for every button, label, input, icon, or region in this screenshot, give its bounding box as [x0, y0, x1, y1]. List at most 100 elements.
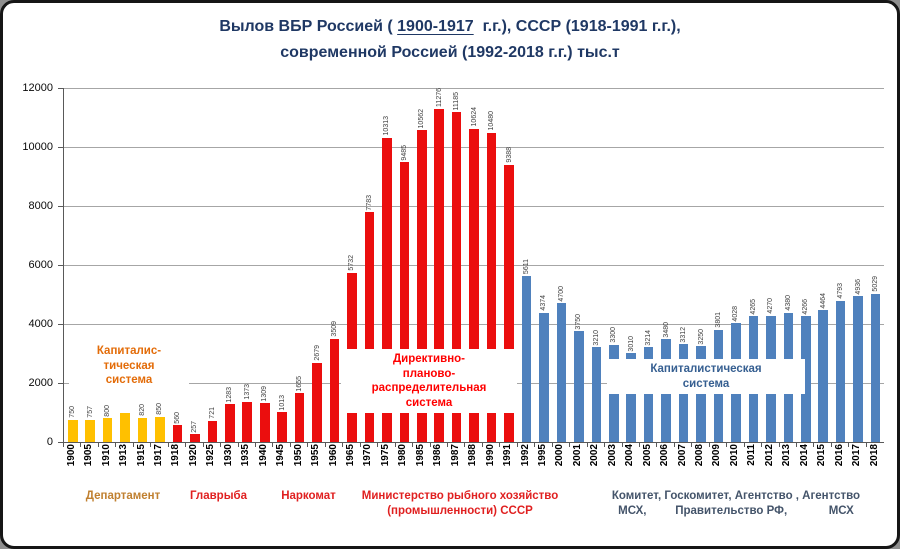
- x-tick-label-1990: 1990: [484, 444, 496, 467]
- title-segment: Вылов ВБР Россией (: [219, 18, 398, 35]
- bar-1995: [539, 312, 549, 442]
- y-axis: 0 2000 4000 6000 8000 10000 12000: [3, 82, 63, 448]
- bar-value-1988: 10624: [470, 107, 478, 127]
- bar-value-2016: 4793: [837, 283, 845, 299]
- annotation-capitalist-early: Капиталис-тическая система: [69, 341, 189, 391]
- bar-1917: [155, 416, 165, 442]
- bar-column-1905: 757: [81, 88, 98, 442]
- title-segment: г.г.), СССР (1918-1991 г.г.),: [473, 18, 681, 35]
- x-tick-2008: 2008: [691, 443, 708, 486]
- x-tick-2005: 2005: [638, 443, 656, 486]
- x-axis: 1900 1905 1910 1913 1915 1917 1918 1920 1925 1930…: [63, 443, 883, 486]
- bar-column-1913: [116, 88, 133, 442]
- bar-column-2017: 4936: [849, 88, 866, 442]
- bar-column-1925: 721: [204, 88, 221, 442]
- x-tick-2006: 2006: [656, 443, 673, 486]
- bar-column-1991: 9388: [500, 88, 517, 442]
- x-tick-2010: 2010: [726, 443, 743, 486]
- bar-value-2012: 4270: [767, 298, 775, 315]
- bar-value-2017: 4936: [854, 278, 862, 295]
- x-tick-1900: 1900: [63, 443, 80, 486]
- bar-column-1915: 820: [134, 88, 151, 442]
- x-tick-2007: 2007: [673, 443, 691, 486]
- x-tick-2012: 2012: [761, 443, 778, 486]
- bar-column-1970: 7783: [361, 88, 378, 442]
- bar-value-2005: 3214: [645, 329, 653, 346]
- x-tick-label-1910: 1910: [100, 444, 112, 467]
- x-tick-label-1975: 1975: [379, 444, 391, 467]
- x-tick-label-2006: 2006: [659, 444, 671, 467]
- x-tick-label-2009: 2009: [711, 444, 723, 467]
- bar-1940: [259, 403, 270, 442]
- chart-title: Вылов ВБР Россией ( 1900-1917 г.г.), ССС…: [3, 14, 897, 65]
- x-tick-1985: 1985: [412, 443, 429, 486]
- x-tick-2016: 2016: [830, 443, 848, 486]
- bar-value-1930: 1283: [226, 386, 234, 403]
- bar-1975: [382, 137, 392, 442]
- x-tick-1995: 1995: [534, 443, 551, 486]
- annotation-directive-system: Директивно-планово-распределительная сист…: [341, 349, 517, 413]
- y-tick-label-0: 0: [46, 436, 53, 448]
- bar-column-1930: 1283: [221, 88, 238, 442]
- x-tick-label-1986: 1986: [432, 444, 444, 467]
- x-tick-label-1940: 1940: [257, 444, 269, 467]
- bar-column-2002: 3210: [588, 88, 605, 442]
- bar-value-2009: 3801: [714, 312, 722, 328]
- chart-title-line2: современной Россией (1992-2018 г.г.) тыс…: [280, 43, 620, 61]
- bar-value-1917: 850: [156, 403, 164, 415]
- bar-1925: [207, 420, 218, 442]
- x-tick-2004: 2004: [621, 443, 639, 486]
- x-tick-label-1930: 1930: [222, 444, 234, 467]
- bar-value-2018: 5029: [872, 276, 880, 292]
- x-tick-1913: 1913: [115, 443, 132, 486]
- x-tick-label-2007: 2007: [676, 444, 688, 467]
- bar-column-1940: 1309: [256, 88, 273, 442]
- x-tick-label-1970: 1970: [362, 444, 374, 467]
- bar-value-1975: 10313: [383, 116, 391, 136]
- bar-1955: [312, 362, 322, 442]
- bar-value-1980: 9485: [400, 144, 408, 161]
- x-tick-1980: 1980: [394, 443, 412, 486]
- bar-2000: [556, 303, 567, 442]
- x-tick-label-1918: 1918: [170, 444, 182, 467]
- x-tick-label-1988: 1988: [467, 444, 479, 467]
- y-tick-label-4000: 4000: [28, 317, 53, 330]
- bar-column-1975: 10313: [378, 88, 395, 442]
- bar-value-1945: 1013: [278, 394, 286, 411]
- x-tick-label-1915: 1915: [135, 444, 147, 467]
- bar-1950: [294, 393, 305, 442]
- x-tick-label-2002: 2002: [589, 444, 601, 467]
- bar-value-1935: 1373: [243, 383, 251, 400]
- x-tick-1910: 1910: [97, 443, 115, 486]
- x-tick-label-2005: 2005: [641, 444, 653, 467]
- bar-value-1991: 9388: [505, 147, 513, 164]
- annotation-line: система: [405, 396, 453, 409]
- x-tick-label-2010: 2010: [728, 444, 740, 467]
- bar-1960: [329, 338, 340, 442]
- x-tick-label-1980: 1980: [397, 444, 409, 467]
- bar-1913: [120, 412, 130, 442]
- x-tick-1970: 1970: [359, 443, 377, 486]
- x-tick-label-1955: 1955: [310, 444, 322, 467]
- x-tick-label-1985: 1985: [414, 444, 426, 467]
- x-tick-2000: 2000: [551, 443, 569, 486]
- x-tick-1987: 1987: [446, 443, 464, 486]
- annotation-line: система: [682, 377, 730, 390]
- bar-value-2011: 4265: [749, 298, 757, 315]
- bar-column-1990: 10480: [483, 88, 500, 442]
- annotation-line: распределительная: [371, 382, 487, 394]
- footer-label-department: Департамент: [58, 489, 188, 504]
- bar-1992: [521, 276, 532, 442]
- bar-value-2007: 3312: [680, 326, 688, 343]
- x-tick-label-1992: 1992: [519, 444, 531, 467]
- y-tick-label-12000: 12000: [22, 82, 53, 94]
- x-tick-label-1991: 1991: [502, 444, 514, 467]
- x-tick-1960: 1960: [324, 443, 342, 486]
- bar-column-1900: 750: [64, 88, 81, 442]
- bar-column-2008: 3250: [692, 88, 709, 442]
- footer-line: Департамент: [85, 490, 161, 502]
- bar-column-1980: 9485: [396, 88, 413, 442]
- bar-value-1940: 1309: [261, 385, 269, 402]
- bar-1970: [364, 212, 375, 442]
- bar-value-1905: 757: [86, 405, 94, 418]
